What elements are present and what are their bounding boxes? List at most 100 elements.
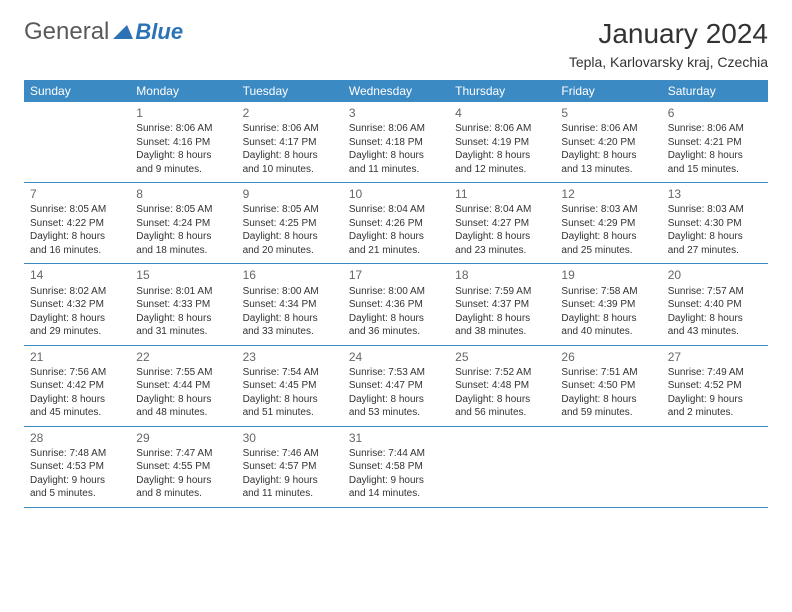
calendar-day-cell: 1Sunrise: 8:06 AMSunset: 4:16 PMDaylight… (130, 102, 236, 182)
day-info-line: Daylight: 8 hours (349, 230, 443, 244)
header: General Blue January 2024 Tepla, Karlova… (24, 18, 768, 70)
day-info-line: and 33 minutes. (243, 325, 337, 339)
calendar-day-cell: 18Sunrise: 7:59 AMSunset: 4:37 PMDayligh… (449, 264, 555, 344)
day-info-line: and 5 minutes. (30, 487, 124, 501)
day-info-line: Daylight: 9 hours (30, 474, 124, 488)
calendar-day-cell (449, 427, 555, 507)
day-number: 5 (561, 105, 655, 121)
day-number: 17 (349, 267, 443, 283)
logo-triangle-icon (113, 23, 133, 44)
calendar-day-cell: 15Sunrise: 8:01 AMSunset: 4:33 PMDayligh… (130, 264, 236, 344)
day-info-line: Sunrise: 7:58 AM (561, 285, 655, 299)
day-info-line: Sunset: 4:50 PM (561, 379, 655, 393)
day-number: 24 (349, 349, 443, 365)
calendar-day-cell: 24Sunrise: 7:53 AMSunset: 4:47 PMDayligh… (343, 346, 449, 426)
day-number: 14 (30, 267, 124, 283)
calendar-day-cell: 9Sunrise: 8:05 AMSunset: 4:25 PMDaylight… (237, 183, 343, 263)
day-info-line: Sunrise: 7:47 AM (136, 447, 230, 461)
weekday-header: Saturday (662, 80, 768, 102)
calendar-day-cell: 25Sunrise: 7:52 AMSunset: 4:48 PMDayligh… (449, 346, 555, 426)
calendar-day-cell: 28Sunrise: 7:48 AMSunset: 4:53 PMDayligh… (24, 427, 130, 507)
day-info-line: Sunrise: 8:04 AM (455, 203, 549, 217)
calendar-day-cell: 30Sunrise: 7:46 AMSunset: 4:57 PMDayligh… (237, 427, 343, 507)
day-info-line: and 12 minutes. (455, 163, 549, 177)
day-number: 7 (30, 186, 124, 202)
day-number: 1 (136, 105, 230, 121)
day-number: 12 (561, 186, 655, 202)
day-info-line: Sunset: 4:19 PM (455, 136, 549, 150)
day-info-line: and 9 minutes. (136, 163, 230, 177)
day-info-line: Daylight: 8 hours (243, 393, 337, 407)
day-info-line: Daylight: 8 hours (136, 312, 230, 326)
calendar-day-cell: 21Sunrise: 7:56 AMSunset: 4:42 PMDayligh… (24, 346, 130, 426)
day-info-line: Sunrise: 8:05 AM (136, 203, 230, 217)
day-info-line: Daylight: 8 hours (243, 230, 337, 244)
day-info-line: and 56 minutes. (455, 406, 549, 420)
day-info-line: Sunrise: 8:03 AM (668, 203, 762, 217)
logo-text-blue: Blue (135, 19, 183, 45)
day-info-line: Daylight: 8 hours (455, 149, 549, 163)
day-info-line: Sunrise: 8:02 AM (30, 285, 124, 299)
day-info-line: and 48 minutes. (136, 406, 230, 420)
calendar-day-cell: 7Sunrise: 8:05 AMSunset: 4:22 PMDaylight… (24, 183, 130, 263)
day-number: 18 (455, 267, 549, 283)
day-info-line: and 40 minutes. (561, 325, 655, 339)
day-number: 13 (668, 186, 762, 202)
day-info-line: and 20 minutes. (243, 244, 337, 258)
day-info-line: Daylight: 8 hours (455, 230, 549, 244)
day-info-line: and 10 minutes. (243, 163, 337, 177)
day-info-line: Daylight: 9 hours (349, 474, 443, 488)
day-number: 9 (243, 186, 337, 202)
day-info-line: and 59 minutes. (561, 406, 655, 420)
calendar-day-cell (662, 427, 768, 507)
day-info-line: and 15 minutes. (668, 163, 762, 177)
day-info-line: Sunset: 4:39 PM (561, 298, 655, 312)
calendar-week-row: 28Sunrise: 7:48 AMSunset: 4:53 PMDayligh… (24, 427, 768, 508)
day-info-line: Sunrise: 8:06 AM (136, 122, 230, 136)
day-info-line: Sunset: 4:33 PM (136, 298, 230, 312)
weekday-header: Friday (555, 80, 661, 102)
day-info-line: Daylight: 8 hours (668, 230, 762, 244)
day-info-line: Sunset: 4:47 PM (349, 379, 443, 393)
day-info-line: Sunset: 4:16 PM (136, 136, 230, 150)
weekday-header-row: SundayMondayTuesdayWednesdayThursdayFrid… (24, 80, 768, 102)
day-info-line: Daylight: 8 hours (455, 312, 549, 326)
location-text: Tepla, Karlovarsky kraj, Czechia (569, 54, 768, 70)
calendar-day-cell: 13Sunrise: 8:03 AMSunset: 4:30 PMDayligh… (662, 183, 768, 263)
day-number: 8 (136, 186, 230, 202)
day-number: 31 (349, 430, 443, 446)
day-info-line: Sunrise: 7:49 AM (668, 366, 762, 380)
day-info-line: Sunrise: 7:56 AM (30, 366, 124, 380)
day-info-line: and 14 minutes. (349, 487, 443, 501)
day-info-line: and 36 minutes. (349, 325, 443, 339)
day-info-line: Sunset: 4:58 PM (349, 460, 443, 474)
day-info-line: and 8 minutes. (136, 487, 230, 501)
day-info-line: Daylight: 8 hours (136, 393, 230, 407)
calendar-week-row: 14Sunrise: 8:02 AMSunset: 4:32 PMDayligh… (24, 264, 768, 345)
day-info-line: Sunset: 4:34 PM (243, 298, 337, 312)
day-info-line: Sunset: 4:21 PM (668, 136, 762, 150)
day-info-line: Sunset: 4:48 PM (455, 379, 549, 393)
day-info-line: and 29 minutes. (30, 325, 124, 339)
day-info-line: Daylight: 8 hours (136, 149, 230, 163)
day-info-line: Sunset: 4:40 PM (668, 298, 762, 312)
day-info-line: Daylight: 8 hours (30, 312, 124, 326)
day-info-line: and 23 minutes. (455, 244, 549, 258)
day-number: 11 (455, 186, 549, 202)
day-info-line: Sunset: 4:55 PM (136, 460, 230, 474)
day-info-line: Sunset: 4:53 PM (30, 460, 124, 474)
weekday-header: Thursday (449, 80, 555, 102)
day-info-line: Sunrise: 7:54 AM (243, 366, 337, 380)
day-info-line: Sunrise: 7:53 AM (349, 366, 443, 380)
day-info-line: Daylight: 8 hours (30, 230, 124, 244)
calendar-day-cell: 17Sunrise: 8:00 AMSunset: 4:36 PMDayligh… (343, 264, 449, 344)
day-info-line: and 16 minutes. (30, 244, 124, 258)
day-info-line: and 11 minutes. (243, 487, 337, 501)
day-info-line: Sunset: 4:52 PM (668, 379, 762, 393)
day-info-line: and 11 minutes. (349, 163, 443, 177)
day-info-line: Sunrise: 7:59 AM (455, 285, 549, 299)
calendar-day-cell: 8Sunrise: 8:05 AMSunset: 4:24 PMDaylight… (130, 183, 236, 263)
day-info-line: Sunset: 4:30 PM (668, 217, 762, 231)
calendar-day-cell: 22Sunrise: 7:55 AMSunset: 4:44 PMDayligh… (130, 346, 236, 426)
day-number: 2 (243, 105, 337, 121)
